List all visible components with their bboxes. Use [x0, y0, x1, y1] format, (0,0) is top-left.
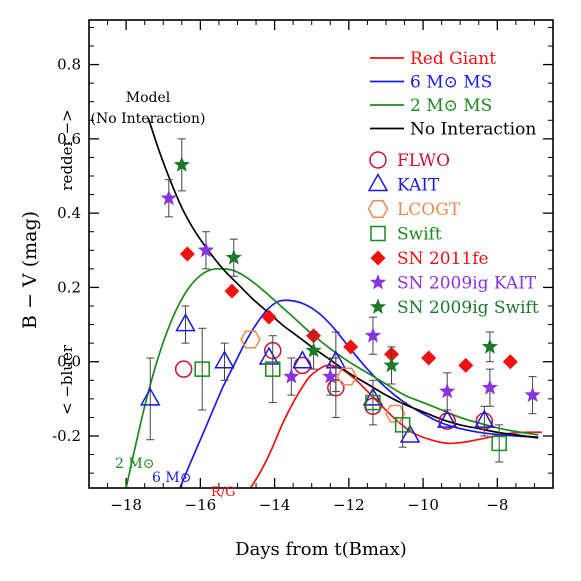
data-point	[225, 249, 242, 265]
y-tick-label: -0.2	[52, 427, 81, 445]
data-point	[502, 354, 518, 370]
legend-label-sn-2011fe: SN 2011fe	[397, 249, 489, 269]
y-tick-label: 0.4	[57, 204, 81, 222]
x-tick-label: −10	[407, 496, 439, 514]
data-point	[524, 386, 541, 402]
x-tick-label: −8	[486, 496, 508, 514]
y-tick-label: 0.2	[57, 278, 81, 296]
legend-label-2-m-ms: 2 M⊙ MS	[410, 96, 492, 116]
data-point	[214, 350, 235, 369]
annotation-2msun: 2 M⊙	[115, 456, 154, 472]
legend-marker-sn-2011fe	[370, 250, 386, 266]
series-swift	[194, 327, 507, 463]
data-point	[174, 360, 193, 378]
legend-label-swift: Swift	[397, 225, 442, 245]
legend-marker-swift	[370, 225, 386, 242]
data-point	[343, 339, 359, 355]
data-point	[481, 338, 498, 354]
data-points	[139, 138, 541, 463]
data-point	[160, 189, 177, 206]
y-tick-label: 0.0	[57, 353, 81, 371]
y-tick-label: 0.6	[57, 130, 81, 148]
data-point	[481, 379, 498, 395]
series-sn-2011fe	[179, 246, 518, 373]
data-point	[139, 387, 161, 406]
data-point	[438, 412, 456, 430]
data-point	[399, 424, 421, 443]
model-annotation-line1: Model	[126, 90, 171, 106]
annotation-rg: R/G	[211, 485, 236, 500]
y-axis-upper-label: redder −>	[58, 109, 76, 190]
data-point	[325, 350, 347, 369]
data-point	[292, 350, 313, 369]
model-annotation-line2: (No Interaction)	[91, 111, 206, 127]
legend-label-flwo: FLWO	[397, 151, 450, 171]
legend-marker-flwo	[369, 151, 387, 169]
y-tick-label: 0.8	[57, 56, 81, 74]
legend-label-sn-2009ig-kait: SN 2009ig KAIT	[397, 274, 537, 294]
data-point	[258, 346, 280, 365]
data-point	[439, 382, 456, 399]
y-axis-lower-label: < −bluer	[58, 344, 76, 415]
legend-marker-sn-2009ig-swift	[369, 298, 387, 314]
data-point	[173, 156, 190, 172]
plot-frame	[88, 19, 554, 489]
legend-marker-sn-2009ig-kait	[369, 274, 387, 290]
data-point	[394, 417, 411, 433]
data-point	[261, 309, 277, 325]
data-point	[336, 367, 358, 386]
x-tick-label: −16	[185, 496, 217, 514]
data-point	[384, 404, 406, 423]
legend-label-no-interaction: No Interaction	[410, 120, 536, 140]
data-point	[491, 435, 507, 452]
legend-label-lcogt: LCOGT	[397, 200, 461, 220]
x-tick-labels: −18 −16 −14 −12 −10 −8	[110, 496, 508, 514]
y-tick-labels: -0.2 0.0 0.2 0.4 0.6 0.8	[52, 56, 81, 445]
data-point	[179, 246, 195, 262]
data-point	[365, 394, 381, 411]
data-point	[364, 327, 382, 343]
legend-label-6-m-ms: 6 M⊙ MS	[410, 73, 492, 93]
data-point	[197, 241, 214, 258]
data-point	[283, 368, 300, 384]
data-point	[240, 330, 261, 349]
data-point	[474, 409, 495, 428]
legend: Red Giant 6 M⊙ MS 2 M⊙ MS No Interaction FLW…	[367, 49, 539, 318]
model-curve-no-interaction	[147, 118, 539, 439]
series-kait	[139, 305, 495, 443]
data-point	[305, 342, 322, 358]
model-curve-red-giant	[249, 364, 542, 488]
model-curve-6-m-ms	[179, 299, 539, 488]
legend-label-kait: KAIT	[397, 176, 440, 196]
data-point	[322, 368, 339, 384]
annotation-6msun: 6 M⊙	[152, 470, 191, 486]
data-point	[383, 356, 400, 373]
series-sn-2009ig-swift	[173, 138, 498, 385]
x-axis-label: Days from t(Bmax)	[235, 539, 407, 560]
data-point	[458, 357, 474, 373]
y-axis-label: B − V (mag)	[19, 211, 41, 329]
legend-label-red-giant: Red Giant	[410, 49, 496, 69]
legend-label-sn-2009ig-swift: SN 2009ig Swift	[397, 298, 539, 318]
x-tick-label: −14	[259, 496, 291, 514]
x-tick-label: −18	[110, 496, 142, 514]
data-point	[264, 361, 281, 377]
legend-marker-kait	[367, 172, 389, 192]
data-point	[421, 350, 437, 366]
data-point	[224, 283, 240, 299]
data-point	[436, 409, 458, 428]
data-point	[175, 313, 196, 332]
data-point	[194, 361, 210, 377]
data-point	[293, 356, 312, 375]
series-lcogt	[240, 330, 406, 423]
legend-marker-lcogt	[367, 200, 389, 218]
series-sn-2009ig-kait	[160, 179, 541, 415]
x-tick-label: −12	[333, 496, 365, 514]
